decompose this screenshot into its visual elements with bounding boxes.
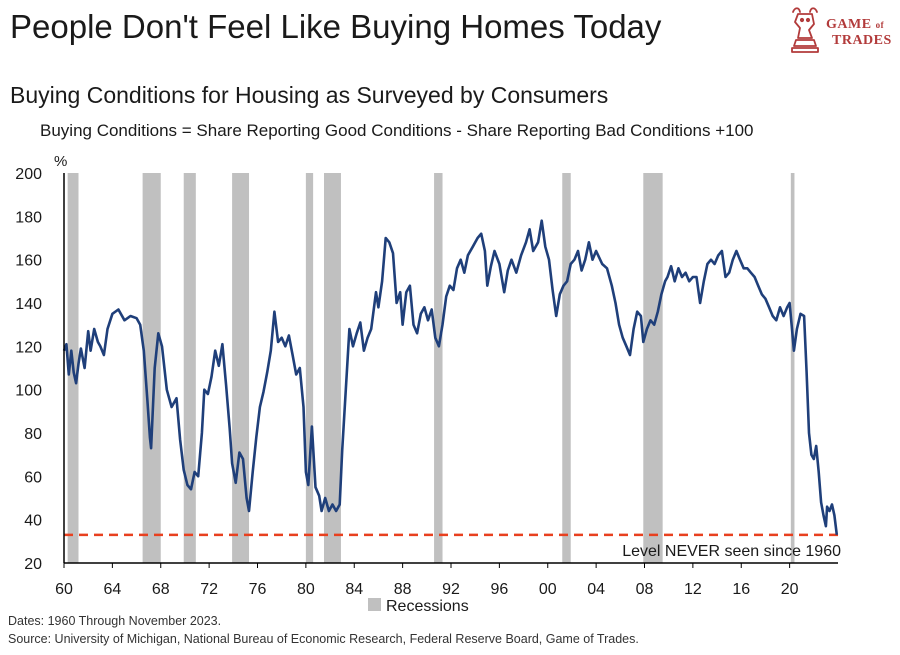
y-tick-label: 80 <box>24 426 42 443</box>
brand-word-game: GAME <box>826 17 872 32</box>
brand-logo: GAME of TRADES <box>785 4 895 64</box>
y-tick-label: 100 <box>15 383 42 400</box>
recession-band <box>562 173 571 563</box>
x-tick-label: 16 <box>732 581 750 598</box>
chart-formula: Buying Conditions = Share Reporting Good… <box>40 121 754 140</box>
x-tick-label: 76 <box>249 581 267 598</box>
brand-word-trades: TRADES <box>832 33 892 48</box>
y-axis-ticks: 20 40 60 80 100 120 140 160 180 200 <box>15 166 42 573</box>
recession-band <box>434 173 443 563</box>
y-tick-label: 40 <box>24 513 42 530</box>
x-tick-label: 84 <box>345 581 363 598</box>
y-tick-label: 140 <box>15 296 42 313</box>
chart-subtitle: Buying Conditions for Housing as Surveye… <box>10 82 609 108</box>
x-tick-label: 96 <box>490 581 508 598</box>
brand-word-of: of <box>875 20 885 30</box>
x-tick-label: 12 <box>684 581 702 598</box>
x-axis-ticks: 60 64 68 72 76 80 84 88 92 96 00 04 08 12 16 20 <box>55 563 799 598</box>
y-tick-label: 160 <box>15 253 42 270</box>
x-tick-label: 60 <box>55 581 73 598</box>
y-tick-label: 120 <box>15 339 42 356</box>
threshold-label: Level NEVER seen since 1960 <box>622 543 841 560</box>
x-tick-label: 64 <box>103 581 121 598</box>
footnote-dates: Dates: 1960 Through November 2023. <box>8 614 222 628</box>
recession-band <box>643 173 663 563</box>
y-tick-label: 200 <box>15 166 42 183</box>
legend-label-recessions: Recessions <box>386 598 469 615</box>
bull-chess-knight-icon <box>791 7 819 53</box>
x-tick-label: 20 <box>781 581 799 598</box>
footnote-source: Source: University of Michigan, National… <box>8 632 639 646</box>
legend-swatch-recessions <box>368 598 381 611</box>
y-tick-label: 180 <box>15 209 42 226</box>
y-tick-label: 20 <box>24 556 42 573</box>
x-tick-label: 88 <box>394 581 412 598</box>
x-tick-label: 80 <box>297 581 315 598</box>
x-tick-label: 72 <box>200 581 218 598</box>
x-tick-label: 68 <box>152 581 170 598</box>
recession-band <box>790 173 795 563</box>
x-tick-label: 92 <box>442 581 460 598</box>
y-axis-unit-label: % <box>54 153 67 170</box>
x-tick-label: 08 <box>636 581 654 598</box>
recession-band <box>142 173 161 563</box>
y-tick-label: 60 <box>24 469 42 486</box>
recession-band <box>305 173 314 563</box>
series-line <box>62 219 839 535</box>
page-title: People Don't Feel Like Buying Homes Toda… <box>10 8 662 45</box>
x-tick-label: 00 <box>539 581 557 598</box>
brand-wordmark: GAME of TRADES <box>826 17 892 48</box>
recession-band <box>183 173 196 563</box>
x-tick-label: 04 <box>587 581 605 598</box>
recession-bands <box>67 173 795 563</box>
recession-band <box>324 173 341 563</box>
